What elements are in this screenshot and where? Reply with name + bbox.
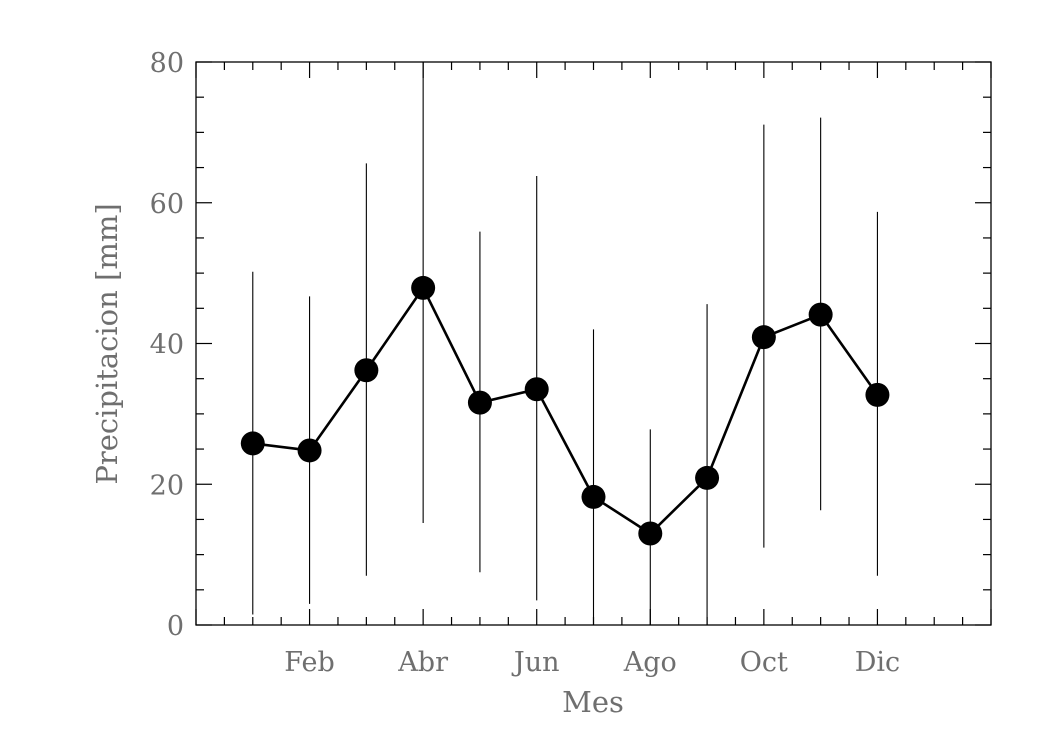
data-point bbox=[751, 325, 776, 350]
data-point bbox=[354, 358, 379, 383]
x-axis-title: Mes bbox=[562, 685, 624, 719]
x-tick-label: Oct bbox=[740, 647, 788, 678]
data-point bbox=[240, 431, 265, 456]
x-tick-label: Feb bbox=[284, 647, 335, 678]
data-point bbox=[638, 521, 663, 546]
y-tick-labels: 0 20 40 60 80 bbox=[150, 48, 184, 642]
data-point bbox=[467, 390, 492, 415]
y-axis-ticks bbox=[196, 61, 991, 626]
y-tick-label: 60 bbox=[150, 189, 184, 220]
data-point bbox=[581, 484, 606, 509]
data-point bbox=[297, 438, 322, 463]
data-point bbox=[695, 465, 720, 490]
x-tick-labels: Feb Abr Jun Ago Oct Dic bbox=[284, 647, 900, 678]
y-tick-label: 40 bbox=[150, 330, 184, 361]
data-point bbox=[865, 382, 890, 407]
x-tick-label: Dic bbox=[855, 647, 900, 678]
y-axis-title: Precipitacion [mm] bbox=[90, 203, 124, 484]
series-line bbox=[252, 286, 879, 535]
x-tick-label: Ago bbox=[623, 647, 677, 678]
data-point bbox=[411, 275, 436, 300]
x-axis-ticks bbox=[195, 62, 992, 625]
y-tick-label: 20 bbox=[150, 470, 184, 501]
data-markers bbox=[240, 275, 890, 546]
error-bars bbox=[252, 62, 878, 625]
data-point bbox=[524, 377, 549, 402]
y-tick-label: 80 bbox=[150, 48, 184, 79]
data-point bbox=[808, 302, 833, 327]
x-tick-label: Jun bbox=[511, 647, 560, 678]
y-tick-label: 0 bbox=[167, 611, 184, 642]
x-tick-label: Abr bbox=[397, 647, 448, 678]
